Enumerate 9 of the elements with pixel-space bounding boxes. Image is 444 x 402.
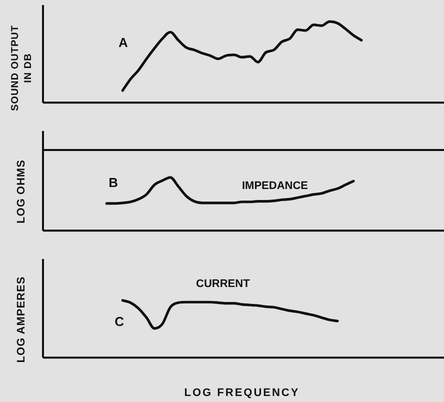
x-axis-title: LOG FREQUENCY [183,387,301,399]
text: CURRENT [196,278,250,290]
annotation: A [118,34,128,50]
annotation: IMPEDANCE [242,180,308,192]
y-axis-title: LOG OHMS [16,158,28,225]
y-axis-title: LOG AMPERES [16,274,28,364]
annotation: B [108,174,118,190]
annotation: C [114,314,124,330]
y-axis-title: SOUND OUTPUT IN DB [9,24,35,113]
